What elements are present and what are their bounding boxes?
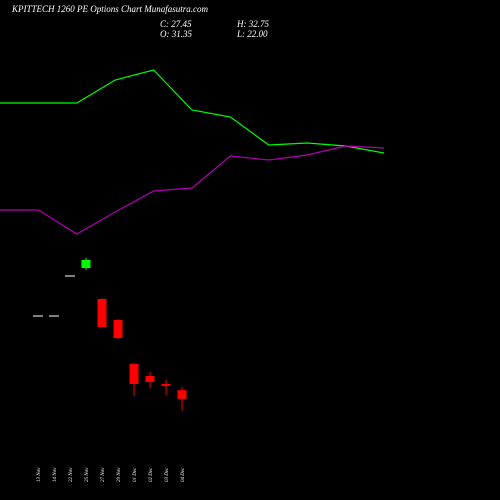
candle-body (97, 299, 107, 328)
indicator-line (0, 69, 385, 154)
x-tick-label: 29 Nov (117, 467, 122, 482)
high-label: H: 32.75 (236, 19, 269, 29)
open-label: O: 31.35 (160, 29, 192, 39)
x-tick-label: 02 Dec (149, 467, 154, 482)
indicator-line (0, 145, 385, 235)
low-label: L: 22.00 (236, 29, 268, 39)
x-tick-label: 01 Dec (133, 467, 138, 482)
x-tick-label: 03 Dec (165, 467, 170, 482)
close-label: C: 27.45 (160, 19, 192, 29)
chart-title: KPITTECH 1260 PE Options Chart Munafasut… (11, 4, 209, 14)
x-tick-label: 14 Nov (53, 467, 58, 482)
x-tick-label: 04 Dec (181, 467, 186, 482)
candle-body (145, 376, 155, 383)
candle-body (161, 384, 171, 387)
x-tick-label: 25 Nov (85, 467, 90, 482)
candle-body (177, 390, 187, 399)
candle-body (129, 364, 139, 385)
x-tick-label: 22 Nov (69, 467, 74, 482)
x-tick-label: 27 Nov (101, 467, 106, 482)
x-tick-label: 13 Nov (37, 467, 42, 482)
candle-body (81, 259, 91, 269)
candle-body (113, 319, 123, 339)
